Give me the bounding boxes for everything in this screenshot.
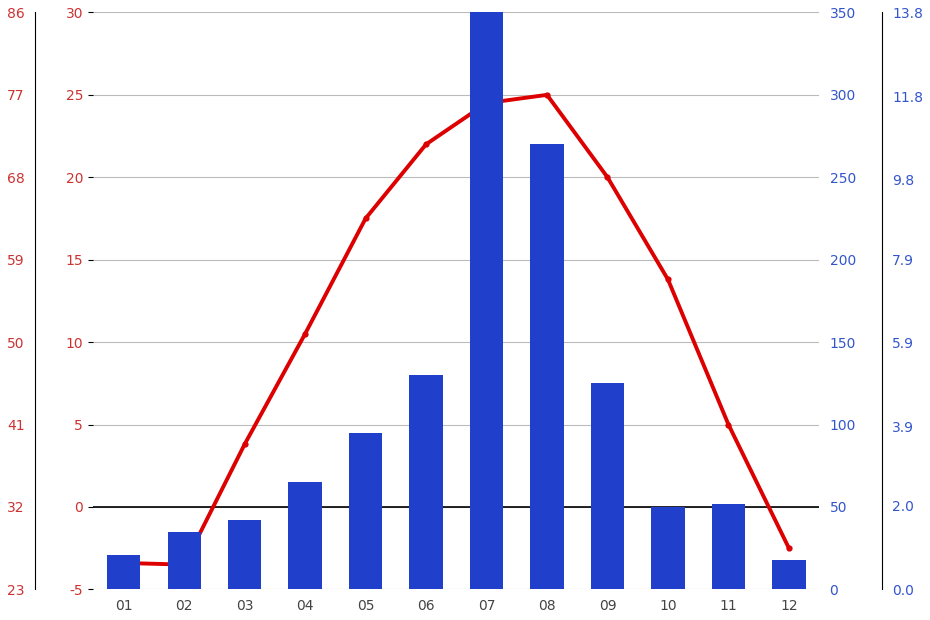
Point xyxy=(418,140,433,149)
Bar xyxy=(349,433,382,590)
Point xyxy=(237,440,252,450)
Point xyxy=(479,98,494,108)
Bar xyxy=(470,0,503,590)
Bar xyxy=(591,383,624,590)
Bar xyxy=(228,520,261,590)
Bar xyxy=(409,375,443,590)
Bar xyxy=(711,503,745,590)
Point xyxy=(600,172,615,182)
Bar xyxy=(772,560,805,590)
Point xyxy=(721,420,736,430)
Bar xyxy=(530,144,564,590)
Point xyxy=(781,543,796,553)
Point xyxy=(660,275,675,285)
Point xyxy=(116,558,131,568)
Bar xyxy=(651,507,684,590)
Point xyxy=(177,560,192,570)
Point xyxy=(298,329,312,339)
Bar xyxy=(288,482,322,590)
Bar xyxy=(167,531,201,590)
Point xyxy=(539,90,554,100)
Bar xyxy=(107,555,140,590)
Point xyxy=(358,213,373,223)
